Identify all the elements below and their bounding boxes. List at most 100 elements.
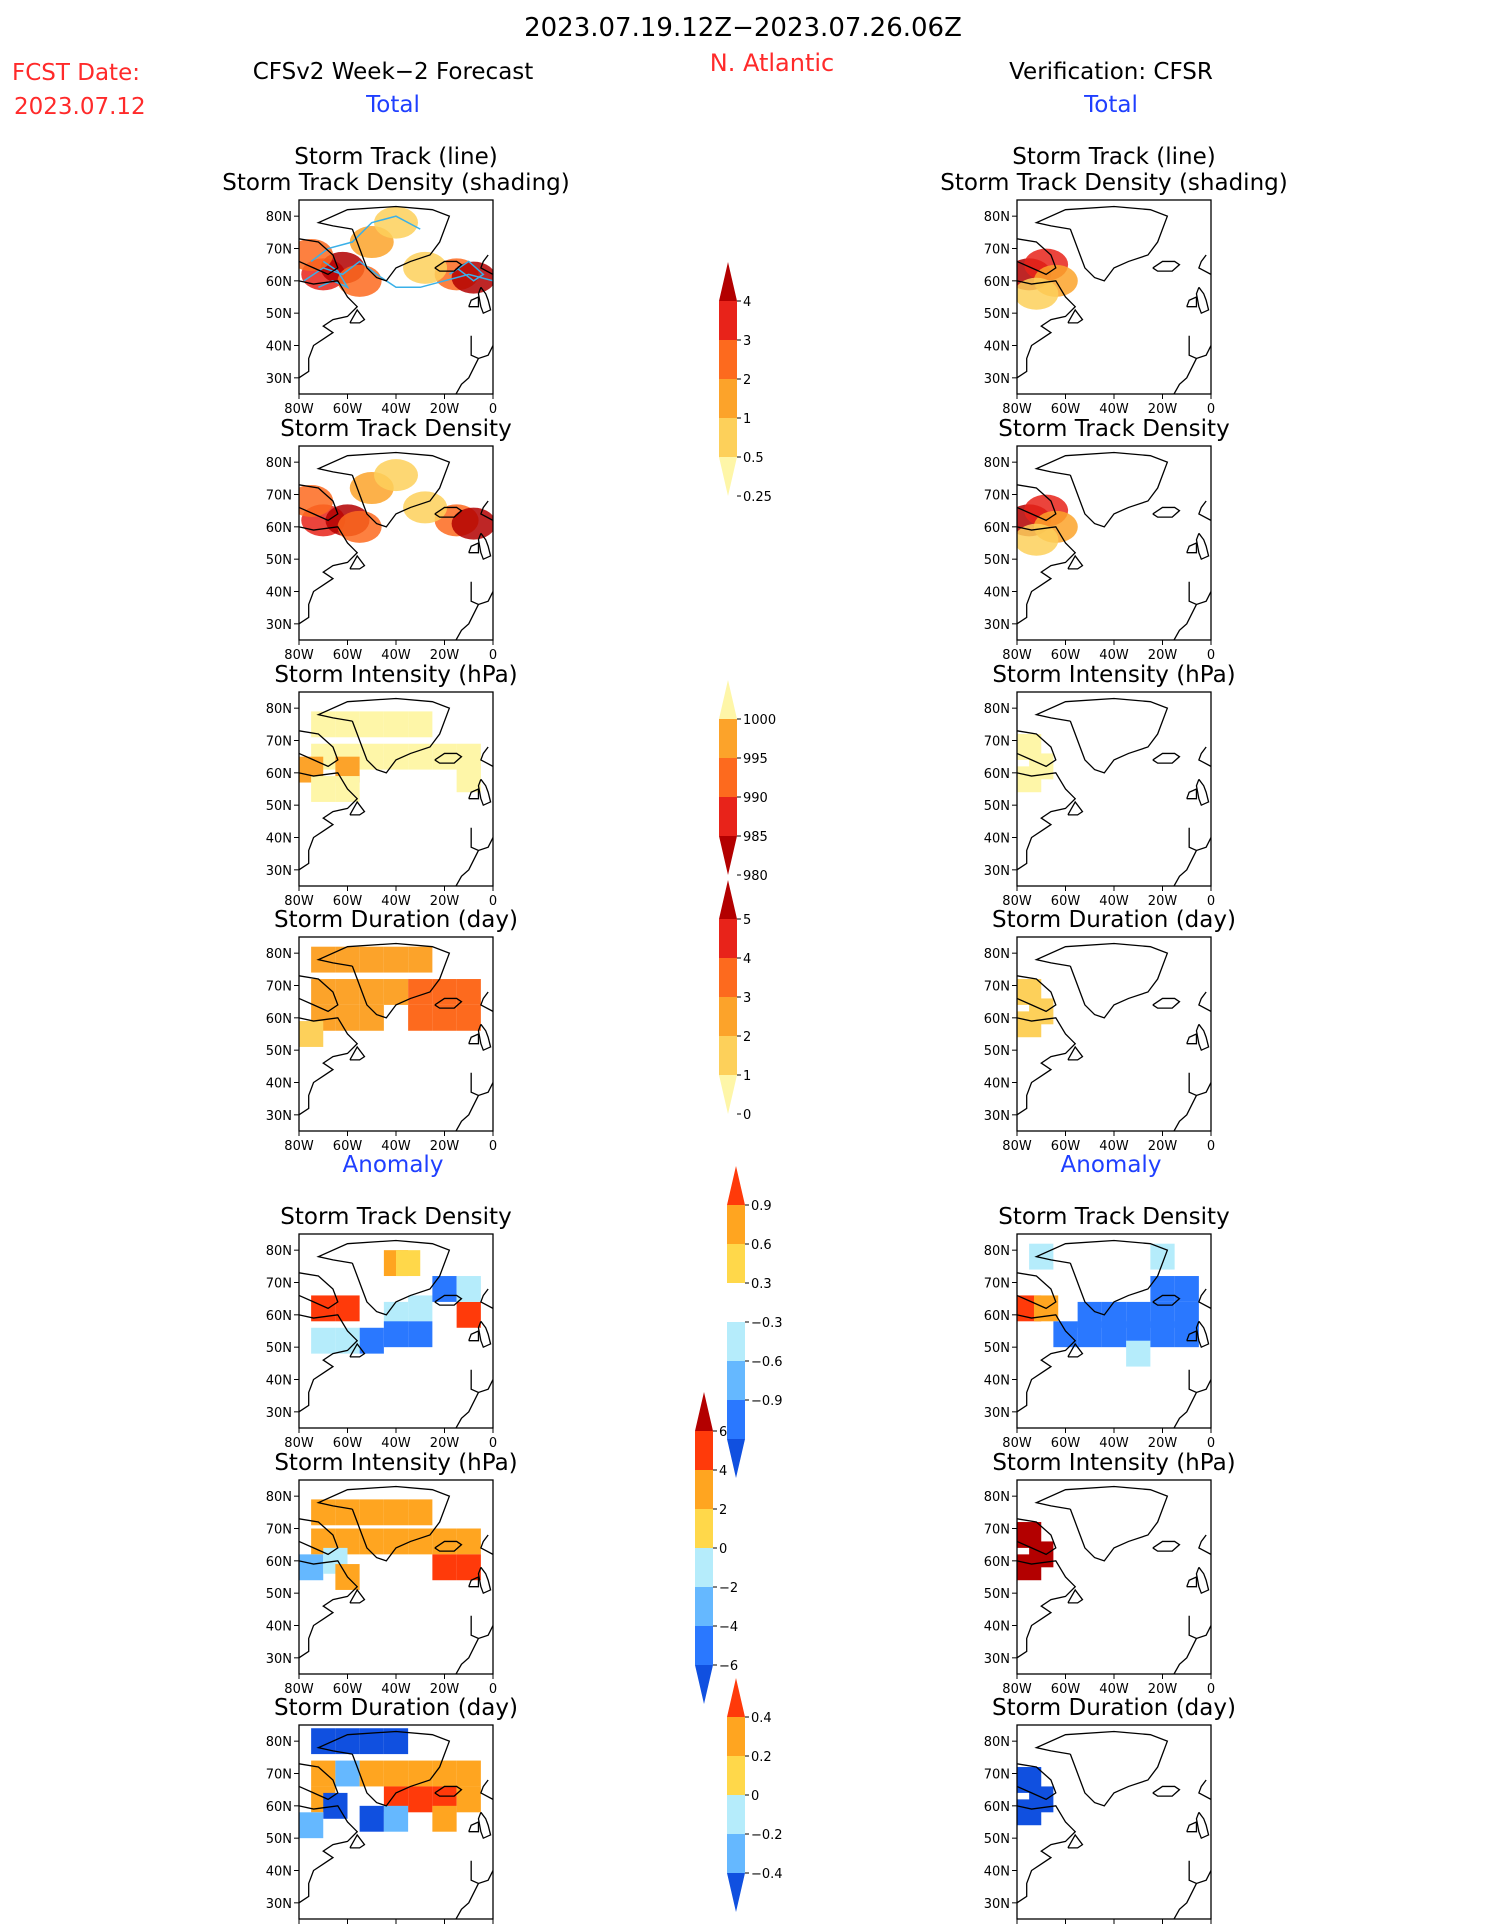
coastline-africa [455,1095,480,1131]
colorbar-label: 4 [719,1464,727,1479]
coastline-britain [1195,532,1210,561]
coastline-newfoundland [349,554,366,570]
coastline-baffin [299,1272,339,1310]
grid-cell [383,1760,409,1787]
colorbar-segment [727,1400,745,1439]
coastline-iceland [1152,1294,1181,1306]
colorbar-label: 3 [743,334,751,349]
y-tick-label: 40N [984,586,1010,601]
x-tick-label: 60W [1051,1436,1081,1451]
x-tick-label: 60W [333,648,363,663]
grid-cell [408,1004,433,1031]
x-tick-label: 80W [1002,402,1032,417]
grid-cell [432,1805,457,1832]
grid-cell [383,979,409,1005]
grid-cell [359,1327,384,1354]
y-tick-label: 50N [984,307,1010,322]
panel-map [1017,937,1211,1131]
x-tick-label: 80W [1002,894,1032,909]
x-tick-label: 80W [1002,1682,1032,1697]
coastline-ireland [468,295,480,308]
colorbar-bottom-arrow [719,836,737,875]
y-tick-label: 50N [984,1832,1010,1847]
coastline-labrador [299,1314,359,1413]
coastline-baffin [1017,1763,1057,1801]
x-tick-label: 40W [1099,894,1129,909]
y-tick-label: 70N [984,1277,1010,1292]
panel-map [1017,1725,1211,1919]
y-tick-label: 30N [984,1652,1010,1667]
density-blob [1017,523,1059,556]
grid-cell [456,1301,481,1328]
coastline-iceland [1152,1785,1181,1797]
colorbar-segment [719,340,737,379]
coastline-baffin [299,975,339,1013]
grid-cell [335,946,360,973]
colorbar-segment [719,758,737,797]
colorbar-label: 0.2 [751,1750,772,1765]
panel-map [299,937,493,1131]
x-tick-label: 0 [1207,1139,1215,1154]
coastline-britain [477,286,492,315]
colorbar-top-arrow [695,1392,713,1431]
grid-cell [383,1805,409,1832]
coastline-newfoundland [349,308,366,324]
y-tick-label: 80N [984,1490,1010,1505]
coastline-greenland [1034,697,1169,774]
x-tick-label: 0 [1207,894,1215,909]
x-tick-label: 20W [1148,894,1178,909]
colorbar-label: −0.2 [751,1828,783,1843]
panel-map [1017,446,1211,640]
coastline-baffin [299,1763,339,1801]
colorbar-label: 2 [743,1030,751,1045]
coastline-newfoundland [1067,1588,1084,1604]
coastline-svalbard [1198,500,1211,521]
y-tick-label: 30N [266,1897,292,1912]
coastline-newfoundland [1067,308,1084,324]
density-blob [337,264,382,297]
coastline-britain [1195,778,1210,807]
grid-cell [299,1554,324,1581]
grid-cell [359,743,384,770]
grid-cell [432,1554,457,1581]
coastline-labrador [299,1017,359,1116]
coastline-ireland [468,1329,480,1342]
y-tick-label: 40N [984,340,1010,355]
grid-cell [359,711,384,738]
x-tick-label: 0 [489,1682,497,1697]
colorbar-label: −0.6 [751,1355,783,1370]
colorbar-label: −2 [719,1581,738,1596]
panel-title: Storm Track (line) [294,144,497,170]
coastline-iceland [1152,997,1181,1009]
coastline-iceland [1152,260,1181,272]
coastline-svalbard [480,991,493,1012]
grid-cell [456,1760,481,1787]
y-tick-label: 80N [984,456,1010,471]
y-tick-label: 70N [266,735,292,750]
colorbar-bottom-arrow [727,1873,745,1912]
coastline-africa [1173,1638,1198,1674]
coastline-labrador [299,526,359,625]
colorbar-segment [695,1587,713,1626]
coastline-greenland [316,697,451,774]
x-tick-label: 20W [1148,402,1178,417]
coastline-newfoundland [349,1342,366,1358]
x-tick-label: 40W [1099,1682,1129,1697]
y-tick-label: 30N [266,1652,292,1667]
grid-cell [456,1528,481,1555]
grid-cell [1029,1243,1054,1270]
colorbar-label: 2 [719,1503,727,1518]
coastline-newfoundland [349,1833,366,1849]
y-tick-label: 60N [266,521,292,536]
grid-cell [335,1760,360,1787]
panel-cfsr-track: Storm Track (line)Storm Track Density (s… [940,144,1287,417]
coastline-baffin [299,484,339,522]
colorbar-label: 1 [743,1069,751,1084]
coastline-labrador [1017,1017,1077,1116]
coastline-ireland [1186,787,1198,800]
colorbar-label: 0.5 [743,451,764,466]
coastline-africa [455,1638,480,1674]
x-tick-label: 60W [1051,1682,1081,1697]
y-tick-label: 80N [266,702,292,717]
coastline-newfoundland [349,1045,366,1061]
